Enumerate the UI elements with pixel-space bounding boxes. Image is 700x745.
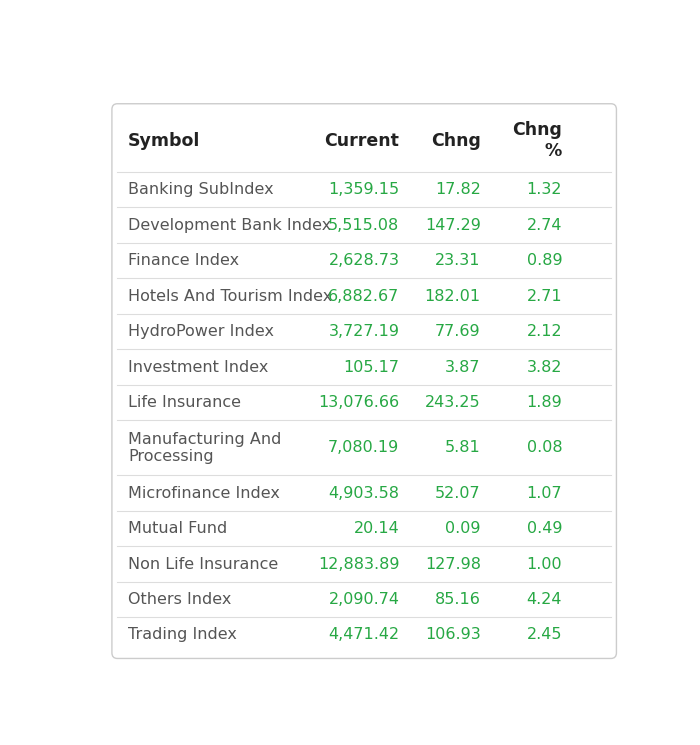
Text: 3.82: 3.82	[526, 360, 562, 375]
Text: Finance Index: Finance Index	[128, 253, 239, 268]
Text: 2.45: 2.45	[526, 627, 562, 642]
Text: Investment Index: Investment Index	[128, 360, 269, 375]
Text: 7,080.19: 7,080.19	[328, 440, 400, 455]
Text: 105.17: 105.17	[344, 360, 400, 375]
Text: 17.82: 17.82	[435, 183, 481, 197]
FancyBboxPatch shape	[112, 104, 617, 659]
Text: 2,628.73: 2,628.73	[328, 253, 400, 268]
Text: 4,471.42: 4,471.42	[328, 627, 400, 642]
Text: Trading Index: Trading Index	[128, 627, 237, 642]
Text: 2.71: 2.71	[526, 288, 562, 304]
Text: 0.89: 0.89	[526, 253, 562, 268]
Text: 85.16: 85.16	[435, 592, 481, 607]
Text: Microfinance Index: Microfinance Index	[128, 486, 280, 501]
Text: Banking SubIndex: Banking SubIndex	[128, 183, 274, 197]
Text: Life Insurance: Life Insurance	[128, 395, 241, 410]
Text: Manufacturing And
Processing: Manufacturing And Processing	[128, 431, 281, 464]
Text: 2.74: 2.74	[526, 218, 562, 232]
Text: Chng: Chng	[431, 132, 481, 150]
Text: 127.98: 127.98	[425, 557, 481, 571]
Text: 1.00: 1.00	[526, 557, 562, 571]
Text: Mutual Fund: Mutual Fund	[128, 521, 228, 536]
Text: 20.14: 20.14	[354, 521, 400, 536]
Text: 52.07: 52.07	[435, 486, 481, 501]
Text: 243.25: 243.25	[425, 395, 481, 410]
Text: 77.69: 77.69	[435, 324, 481, 339]
Text: Symbol: Symbol	[128, 132, 201, 150]
Text: 4,903.58: 4,903.58	[328, 486, 400, 501]
Text: Others Index: Others Index	[128, 592, 232, 607]
Text: 1,359.15: 1,359.15	[328, 183, 400, 197]
Text: 0.09: 0.09	[445, 521, 481, 536]
Text: 106.93: 106.93	[425, 627, 481, 642]
Text: 2.12: 2.12	[526, 324, 562, 339]
Text: 5,515.08: 5,515.08	[328, 218, 400, 232]
Text: 12,883.89: 12,883.89	[318, 557, 400, 571]
Text: 3,727.19: 3,727.19	[328, 324, 400, 339]
Text: 0.49: 0.49	[526, 521, 562, 536]
Text: 13,076.66: 13,076.66	[318, 395, 400, 410]
Text: 0.08: 0.08	[526, 440, 562, 455]
Text: 2,090.74: 2,090.74	[328, 592, 400, 607]
Text: Development Bank Index: Development Bank Index	[128, 218, 331, 232]
Text: Hotels And Tourism Index: Hotels And Tourism Index	[128, 288, 332, 304]
Text: 182.01: 182.01	[425, 288, 481, 304]
Text: 3.87: 3.87	[445, 360, 481, 375]
Text: 23.31: 23.31	[435, 253, 481, 268]
Text: 4.24: 4.24	[526, 592, 562, 607]
Text: 6,882.67: 6,882.67	[328, 288, 400, 304]
Text: 5.81: 5.81	[445, 440, 481, 455]
Text: Current: Current	[325, 132, 400, 150]
Text: 147.29: 147.29	[425, 218, 481, 232]
Text: HydroPower Index: HydroPower Index	[128, 324, 274, 339]
Text: 1.89: 1.89	[526, 395, 562, 410]
Text: Non Life Insurance: Non Life Insurance	[128, 557, 279, 571]
Text: 1.07: 1.07	[526, 486, 562, 501]
Text: Chng
%: Chng %	[512, 121, 562, 160]
Text: 1.32: 1.32	[526, 183, 562, 197]
